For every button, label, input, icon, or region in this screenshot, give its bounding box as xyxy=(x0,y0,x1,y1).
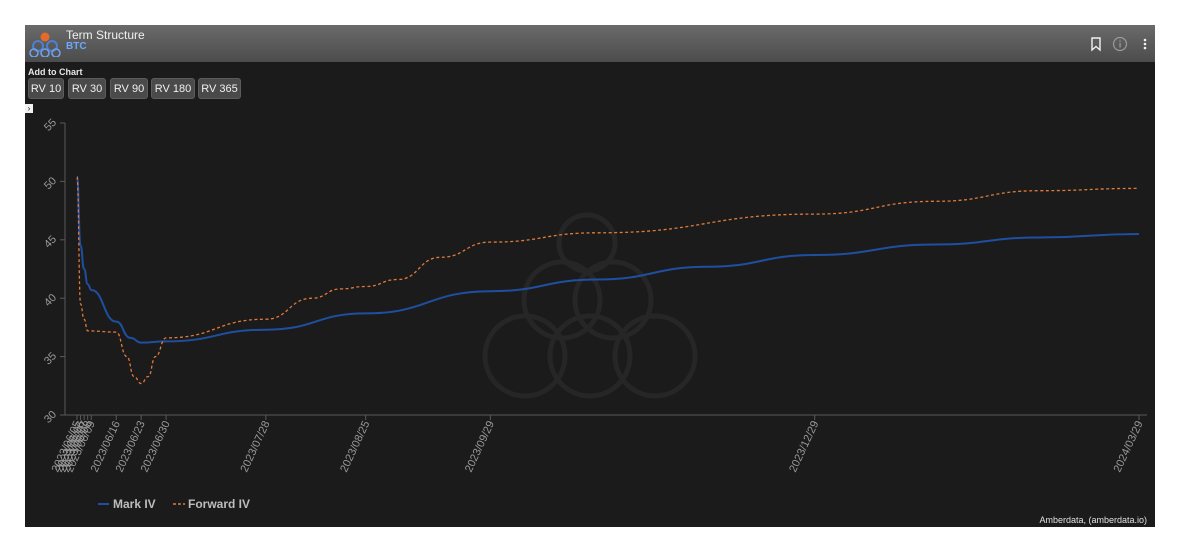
rv-30-button[interactable]: RV 30 xyxy=(68,78,106,99)
expand-arrow-icon[interactable]: › xyxy=(25,104,33,113)
panel-title: Term Structure xyxy=(66,28,145,42)
y-tick-label: 50 xyxy=(42,175,59,192)
x-tick-label: 2023/08/25 xyxy=(338,419,372,474)
y-tick-label: 55 xyxy=(42,117,59,134)
mark-iv-line xyxy=(76,175,1140,344)
y-tick-label: 45 xyxy=(42,233,59,250)
y-tick-label: 35 xyxy=(42,350,59,367)
rv-90-button[interactable]: RV 90 xyxy=(110,78,148,99)
info-icon[interactable] xyxy=(1112,36,1128,52)
chart-panel: Term Structure BTC Add to Chart RV 10 RV… xyxy=(25,25,1155,527)
x-tick-label: 2023/07/28 xyxy=(238,419,272,474)
y-tick-label: 40 xyxy=(42,292,59,309)
y-tick-label: 30 xyxy=(42,409,59,426)
term-structure-chart: 3035404550552023/06/052023/06/062023/06/… xyxy=(42,117,1147,511)
legend-mark-iv-label[interactable]: Mark IV xyxy=(113,497,156,511)
amberdata-logo-icon xyxy=(29,32,61,57)
bookmark-icon[interactable] xyxy=(1088,36,1104,52)
x-tick-label: 2023/12/29 xyxy=(787,419,821,474)
x-tick-label: 2023/09/29 xyxy=(463,419,497,474)
rv-10-button[interactable]: RV 10 xyxy=(28,78,64,99)
watermark-logo-icon xyxy=(482,212,698,399)
data-credit: Amberdata, (amberdata.io) xyxy=(1039,515,1147,525)
rv-180-button[interactable]: RV 180 xyxy=(151,78,195,99)
rv-365-button[interactable]: RV 365 xyxy=(198,78,241,99)
legend-forward-iv-label[interactable]: Forward IV xyxy=(188,497,250,511)
add-to-chart-label: Add to Chart xyxy=(28,67,83,77)
panel-header: Term Structure BTC xyxy=(25,25,1155,62)
x-tick-label: 2024/03/29 xyxy=(1112,419,1146,474)
more-menu-icon[interactable] xyxy=(1137,36,1153,52)
asset-subtitle: BTC xyxy=(66,41,87,52)
